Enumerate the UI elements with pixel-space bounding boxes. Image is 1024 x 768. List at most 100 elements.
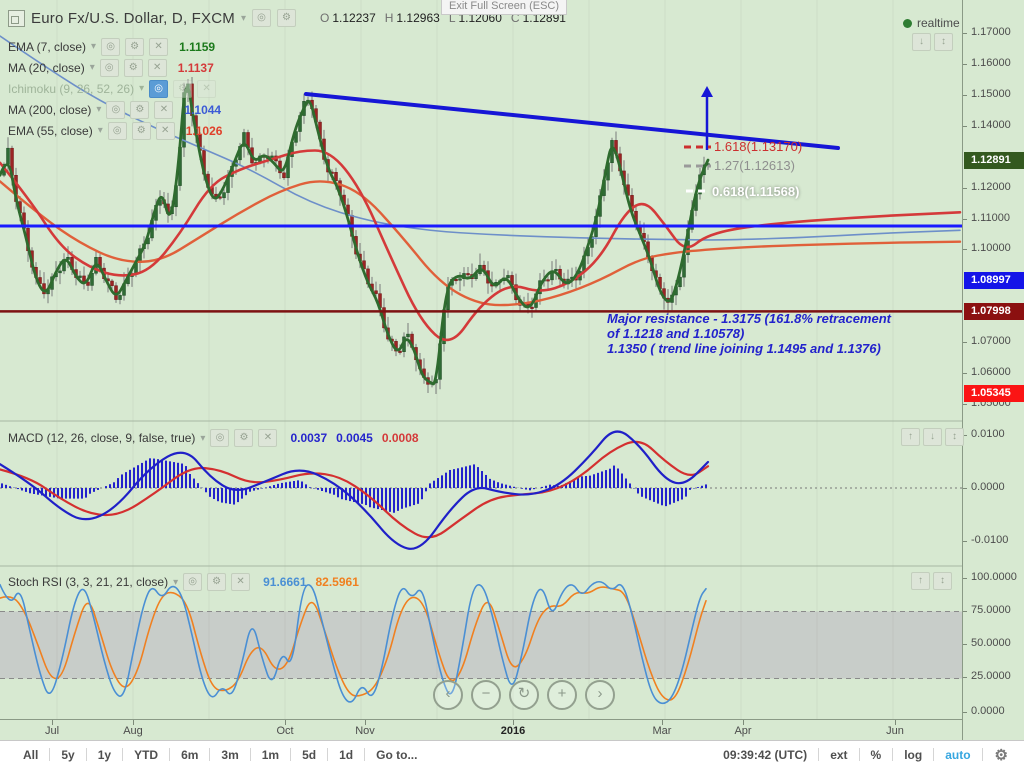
legend-label: EMA (7, close) — [8, 39, 87, 54]
chevron-down-icon[interactable]: ▾ — [96, 104, 102, 115]
legend-row: EMA (55, close) ▾ ◎ ⚙ ✕ 1.1026 — [8, 120, 222, 141]
chevron-down-icon[interactable]: ▾ — [240, 12, 247, 24]
time-tick-label: Nov — [355, 725, 375, 737]
gear-icon[interactable]: ⚙ — [207, 573, 227, 591]
pane-arrow-icon[interactable]: ↕ — [933, 572, 952, 590]
symbol-menu-icon[interactable] — [8, 9, 25, 27]
range-1d[interactable]: 1d — [339, 747, 354, 762]
toolbar-log[interactable]: log — [904, 747, 923, 762]
axis-tick — [963, 712, 967, 713]
price-badge: 1.05345 — [964, 384, 1024, 402]
pane-arrow-icon[interactable]: ↓ — [912, 33, 931, 51]
axis-tick — [963, 644, 967, 645]
fib-label: 1.27(1.12613) — [714, 158, 795, 173]
exit-fullscreen-tooltip: Exit Full Screen (ESC) — [441, 0, 568, 15]
legend-value: 1.1137 — [177, 60, 214, 75]
trendline[interactable] — [304, 92, 840, 150]
gear-icon[interactable]: ⚙ — [130, 100, 150, 119]
candle-body — [554, 268, 558, 272]
toolbar-separator — [209, 748, 211, 761]
candle-body — [78, 275, 82, 278]
chevron-down-icon[interactable]: ▾ — [200, 432, 206, 444]
eye-icon[interactable]: ◎ — [252, 9, 272, 27]
gear-icon[interactable]: ⚙ — [123, 58, 143, 77]
chevron-down-icon[interactable]: ▾ — [89, 62, 95, 73]
pane-arrow-icon[interactable]: ↑ — [901, 428, 920, 446]
axis-tick — [963, 578, 967, 579]
eye-icon[interactable]: ◎ — [107, 121, 127, 140]
close-icon[interactable]: ✕ — [149, 37, 169, 56]
axis-tick — [743, 720, 744, 725]
chevron-down-icon[interactable]: ▾ — [97, 125, 103, 136]
range-1m[interactable]: 1m — [261, 747, 280, 762]
scroll-right-button[interactable]: › — [585, 680, 615, 710]
legend-value: 1.1026 — [185, 123, 223, 138]
macd-pane-buttons: ↑ ↓ ↕ — [901, 428, 964, 446]
ohlc-key: H — [384, 11, 394, 25]
close-icon[interactable]: ✕ — [147, 58, 167, 77]
zoom-in-button[interactable]: + — [547, 680, 577, 710]
candle-body — [334, 172, 338, 181]
axis-tick — [963, 541, 967, 542]
realtime-label: realtime — [917, 16, 960, 30]
range-6m[interactable]: 6m — [181, 747, 199, 762]
range-ytd[interactable]: YTD — [134, 747, 159, 762]
close-icon[interactable]: ✕ — [197, 79, 217, 98]
price-axis[interactable]: 1.17000 1.16000 1.15000 1.14000 1.12000 1.110… — [962, 0, 1024, 740]
gear-icon[interactable]: ⚙ — [125, 37, 145, 56]
eye-icon[interactable]: ◎ — [183, 573, 203, 591]
gear-icon[interactable]: ⚙ — [173, 79, 193, 98]
close-icon[interactable]: ✕ — [154, 100, 174, 119]
stoch-header: Stoch RSI (3, 3, 21, 21, close) ▾ ◎ ⚙ ✕ … — [8, 573, 359, 591]
eye-icon[interactable]: ◎ — [210, 429, 230, 447]
pane-arrow-icon[interactable]: ↓ — [923, 428, 942, 446]
gear-icon[interactable]: ⚙ — [277, 9, 297, 27]
scroll-left-button[interactable]: ‹ — [433, 680, 463, 710]
price-tick-label: 1.15000 — [971, 88, 1011, 100]
ma20-line — [0, 149, 962, 342]
legend-row: EMA (7, close) ▾ ◎ ⚙ ✕ 1.1159 — [8, 36, 222, 57]
close-icon[interactable]: ✕ — [258, 429, 278, 447]
pane-arrow-icon[interactable]: ↕ — [934, 33, 953, 51]
toolbar-percent[interactable]: % — [870, 747, 882, 762]
close-icon[interactable]: ✕ — [155, 121, 175, 140]
pane-arrow-icon[interactable]: ↑ — [911, 572, 930, 590]
legend-row: Ichimoku (9, 26, 52, 26) ▾ ◎ ⚙ ✕ — [8, 78, 222, 99]
candle-body — [546, 279, 550, 282]
range-all[interactable]: All — [23, 747, 39, 762]
chevron-down-icon[interactable]: ▾ — [139, 83, 145, 94]
toolbar-ext[interactable]: ext — [830, 747, 848, 762]
pane-arrow-icon[interactable]: ↕ — [945, 428, 964, 446]
chevron-down-icon[interactable]: ▾ — [91, 41, 97, 52]
price-tick-label: 1.16000 — [971, 57, 1011, 69]
time-axis[interactable]: Jul Aug Oct Nov 2016 Mar Apr Jun — [0, 719, 962, 741]
axis-tick — [133, 720, 134, 725]
eye-icon[interactable]: ◎ — [149, 79, 169, 98]
zoom-out-button[interactable]: − — [471, 680, 501, 710]
range-go-to-[interactable]: Go to... — [376, 747, 418, 762]
eye-icon[interactable]: ◎ — [106, 100, 126, 119]
eye-icon[interactable]: ◎ — [99, 58, 119, 77]
range-3m[interactable]: 3m — [221, 747, 239, 762]
toolbar-auto[interactable]: auto — [945, 747, 971, 762]
range-5d[interactable]: 5d — [302, 747, 317, 762]
close-icon[interactable]: ✕ — [231, 573, 251, 591]
stoch-values: 91.6661 82.5961 — [263, 575, 359, 589]
eye-icon[interactable]: ◎ — [101, 37, 121, 56]
range-5y[interactable]: 5y — [61, 747, 75, 762]
toolbar-separator — [249, 748, 251, 761]
axis-tick — [963, 404, 967, 405]
axis-tick — [963, 33, 967, 34]
macd-label: MACD (12, 26, close, 9, false, true) — [8, 431, 196, 445]
range-1y[interactable]: 1y — [97, 747, 112, 762]
symbol-title[interactable]: Euro Fx/U.S. Dollar, D, FXCM — [31, 9, 235, 27]
chevron-down-icon[interactable]: ▾ — [173, 576, 179, 588]
chart-canvas[interactable] — [0, 0, 1024, 740]
price-tick-label: 25.0000 — [971, 670, 1011, 682]
settings-gear-icon[interactable]: ⚙ — [994, 746, 1008, 764]
gear-icon[interactable]: ⚙ — [234, 429, 254, 447]
gear-icon[interactable]: ⚙ — [131, 121, 151, 140]
reset-view-button[interactable]: ↻ — [509, 680, 539, 710]
clock-label: 09:39:42 (UTC) — [723, 747, 808, 762]
time-tick-label: 2016 — [500, 725, 526, 737]
